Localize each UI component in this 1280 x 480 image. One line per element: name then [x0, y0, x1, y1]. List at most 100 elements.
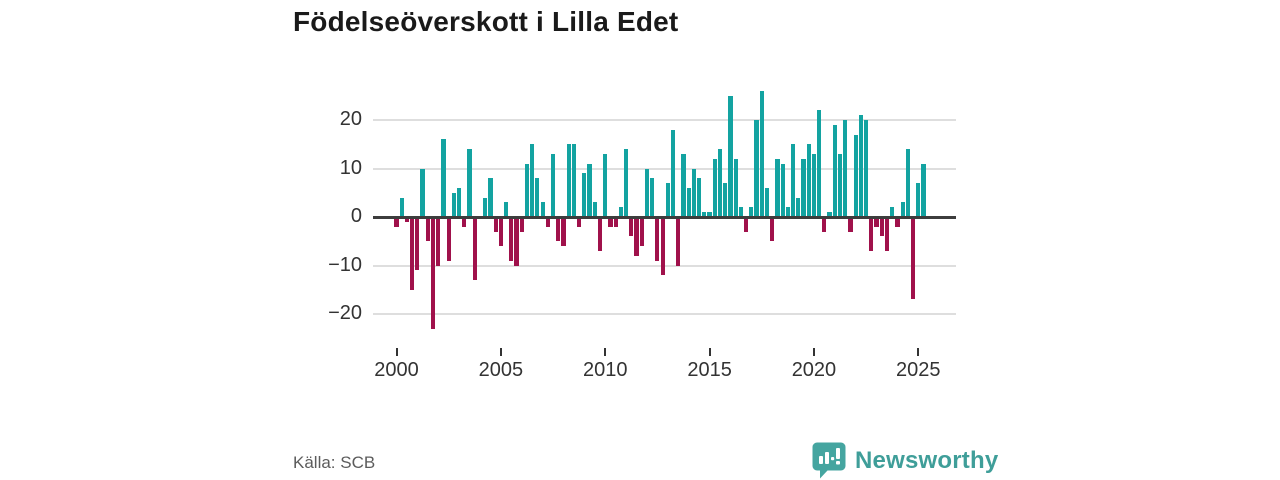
bar	[796, 197, 801, 217]
chart-title: Födelseöverskott i Lilla Edet	[293, 6, 679, 37]
bar	[785, 207, 790, 217]
bar	[650, 178, 655, 217]
bar	[827, 212, 832, 217]
x-axis-tick-mark	[812, 348, 815, 356]
bar	[817, 110, 822, 217]
bar	[451, 192, 456, 217]
bar	[712, 158, 717, 217]
bar	[436, 217, 441, 266]
bar	[864, 120, 869, 217]
bar	[577, 217, 582, 227]
bar	[514, 217, 519, 266]
bar	[770, 217, 775, 242]
newsworthy-wordmark: Newsworthy	[855, 446, 999, 474]
bar	[566, 144, 571, 217]
bar	[790, 144, 796, 217]
bar	[754, 120, 759, 217]
bar	[681, 153, 686, 217]
bar	[811, 153, 817, 217]
bar	[550, 153, 556, 217]
bar	[613, 217, 618, 227]
bar	[691, 168, 696, 217]
bar	[629, 217, 634, 237]
bar	[483, 197, 488, 217]
bar	[446, 217, 451, 261]
bar	[749, 207, 754, 217]
x-axis-tick-label: 2020	[791, 359, 837, 381]
bar	[623, 149, 629, 217]
y-axis-tick-label: −20	[328, 302, 362, 324]
bar	[472, 217, 477, 281]
bar	[457, 187, 462, 217]
bar	[837, 153, 843, 217]
bar	[869, 217, 874, 251]
bar	[410, 217, 415, 290]
x-axis-tick-label: 2000	[374, 359, 419, 381]
bar	[603, 153, 608, 217]
bar	[733, 158, 738, 217]
bar	[879, 217, 884, 237]
bar	[702, 212, 707, 217]
bar	[843, 120, 848, 217]
bar	[420, 168, 425, 217]
x-axis-tick-label: 2005	[478, 359, 524, 381]
bar	[399, 197, 404, 217]
bar	[618, 207, 623, 217]
bar	[540, 202, 545, 217]
bar	[858, 115, 863, 217]
bar	[775, 158, 780, 217]
bar	[874, 217, 879, 227]
bar	[462, 217, 467, 227]
x-axis-tick-mark	[395, 348, 398, 356]
y-axis-tick-label: −10	[328, 253, 362, 276]
bar	[728, 95, 733, 217]
source-label: Källa: SCB	[293, 453, 376, 472]
bar	[587, 163, 592, 217]
bar	[723, 183, 728, 217]
y-axis-tick-label: 20	[339, 108, 362, 130]
bar	[764, 187, 770, 217]
bar	[441, 139, 446, 217]
bar	[425, 217, 430, 242]
bar	[780, 163, 785, 217]
bar	[530, 144, 535, 217]
bar	[592, 202, 597, 217]
bar	[394, 217, 399, 227]
bar	[670, 129, 676, 217]
bar	[884, 217, 890, 251]
bar	[717, 149, 723, 217]
bar	[430, 217, 436, 329]
bar	[545, 217, 550, 227]
bar	[488, 178, 493, 217]
bar	[676, 217, 681, 266]
bar	[535, 178, 540, 217]
bar	[744, 217, 749, 232]
bar	[759, 90, 764, 217]
bar	[921, 163, 926, 217]
bar	[822, 217, 827, 232]
x-axis-tick-label: 2025	[896, 359, 941, 381]
bar	[493, 217, 498, 232]
bar	[404, 217, 410, 222]
x-axis-tick-mark	[499, 348, 502, 356]
gridline	[373, 313, 956, 315]
bar	[738, 207, 743, 217]
zero-line	[373, 215, 956, 219]
bar	[498, 217, 503, 247]
bar	[524, 163, 530, 217]
bar	[561, 217, 566, 247]
bar	[503, 202, 509, 217]
bar	[582, 173, 587, 217]
bar	[467, 149, 472, 217]
bar	[665, 183, 670, 217]
bar	[415, 217, 420, 271]
bar	[895, 217, 900, 227]
bar	[900, 202, 905, 217]
bar	[890, 207, 895, 217]
bar	[509, 217, 514, 261]
bar	[806, 144, 811, 217]
bar	[660, 217, 665, 276]
y-axis-tick-label: 0	[350, 205, 362, 227]
bar	[697, 178, 702, 217]
